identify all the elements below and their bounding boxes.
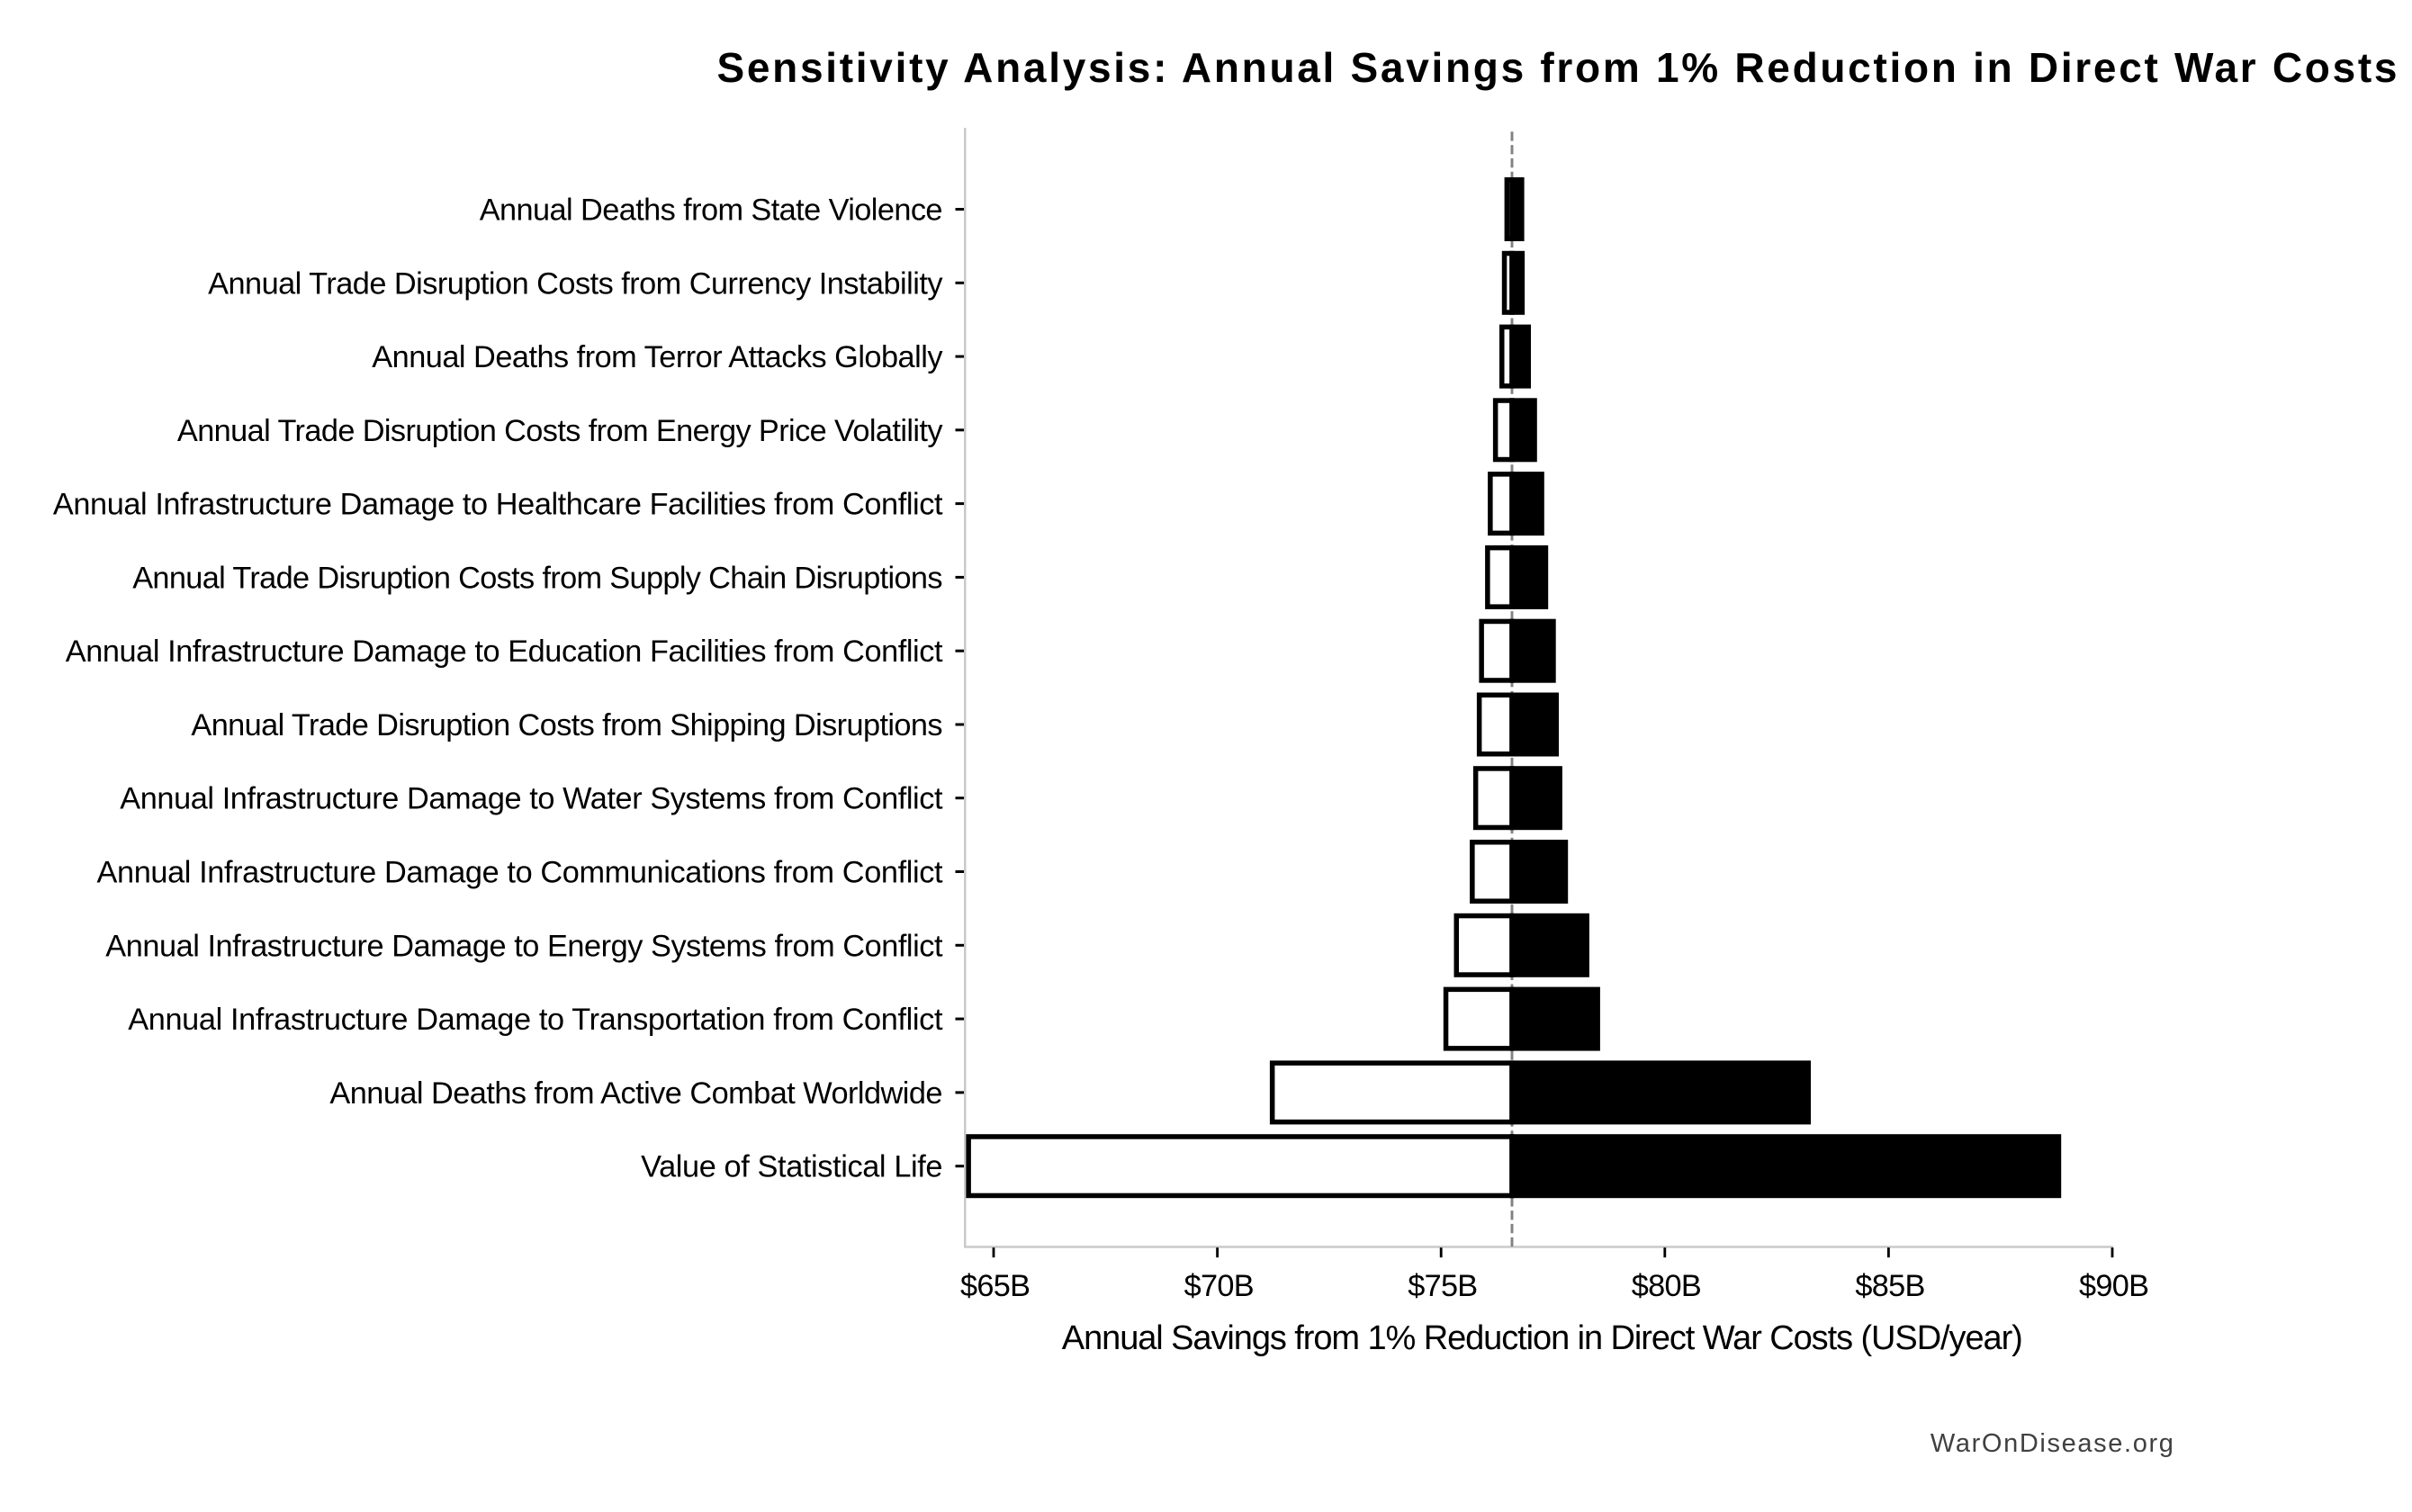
svg-text:$70B: $70B <box>1184 1269 1255 1303</box>
svg-text:Annual Savings from 1% Reducti: Annual Savings from 1% Reduction in Dire… <box>1062 1319 2023 1357</box>
svg-text:Annual Infrastructure Damage t: Annual Infrastructure Damage to Energy S… <box>105 929 943 963</box>
svg-text:Annual Trade Disruption Costs: Annual Trade Disruption Costs from Shipp… <box>191 708 942 742</box>
svg-text:Annual Deaths from Terror Atta: Annual Deaths from Terror Attacks Global… <box>372 340 943 374</box>
svg-text:$80B: $80B <box>1632 1269 1702 1303</box>
svg-text:WarOnDisease.org: WarOnDisease.org <box>1930 1429 2174 1458</box>
svg-text:$85B: $85B <box>1855 1269 1925 1303</box>
svg-text:Value of Statistical Life: Value of Statistical Life <box>641 1150 942 1184</box>
svg-text:Sensitivity Analysis: Annual S: Sensitivity Analysis: Annual Savings fro… <box>717 44 2398 91</box>
svg-text:$75B: $75B <box>1408 1269 1478 1303</box>
svg-text:Annual Trade Disruption Costs: Annual Trade Disruption Costs from Curre… <box>208 266 943 301</box>
svg-text:Annual Infrastructure Damage t: Annual Infrastructure Damage to Healthca… <box>53 488 943 522</box>
svg-text:Annual Infrastructure Damage t: Annual Infrastructure Damage to Transpor… <box>128 1003 943 1037</box>
svg-text:Annual Deaths from Active Comb: Annual Deaths from Active Combat Worldwi… <box>329 1076 942 1111</box>
svg-text:Annual Infrastructure Damage t: Annual Infrastructure Damage to Communic… <box>97 856 943 890</box>
svg-text:Annual Trade Disruption Costs: Annual Trade Disruption Costs from Suppl… <box>132 561 942 595</box>
svg-text:Annual Trade Disruption Costs: Annual Trade Disruption Costs from Energ… <box>177 414 943 448</box>
svg-text:$65B: $65B <box>960 1269 1030 1303</box>
svg-text:Annual Infrastructure Damage t: Annual Infrastructure Damage to Educatio… <box>66 634 943 669</box>
svg-text:Annual Deaths from State Viole: Annual Deaths from State Violence <box>480 194 943 228</box>
svg-text:Annual Infrastructure Damage t: Annual Infrastructure Damage to Water Sy… <box>120 782 943 816</box>
svg-text:$90B: $90B <box>2079 1269 2149 1303</box>
